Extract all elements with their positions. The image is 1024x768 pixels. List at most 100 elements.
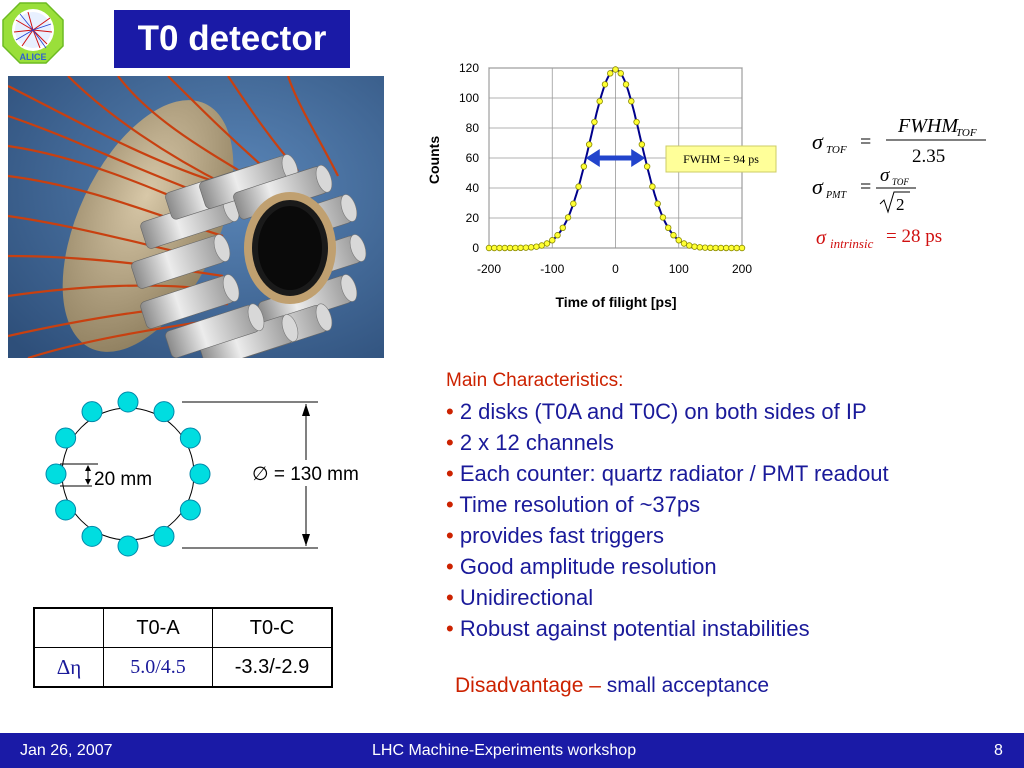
equals-sign-1: = bbox=[860, 131, 871, 153]
data-point bbox=[570, 200, 577, 207]
list-item: • Robust against potential instabilities bbox=[446, 616, 810, 641]
x-tick-label: -200 bbox=[477, 262, 501, 276]
data-point bbox=[612, 66, 619, 73]
data-point bbox=[543, 240, 551, 247]
table-cell-t0c: -3.3/-2.9 bbox=[212, 647, 333, 688]
data-point bbox=[675, 237, 682, 244]
counter-circle bbox=[55, 499, 77, 521]
data-point bbox=[517, 244, 524, 252]
fwhm-annotation: FWHM = 94 ps bbox=[665, 145, 777, 173]
tof-subscript: TOF bbox=[826, 144, 847, 156]
inner-diameter-value: 20 bbox=[94, 469, 115, 490]
table-header-empty bbox=[33, 607, 104, 648]
data-point bbox=[665, 224, 672, 232]
data-point bbox=[686, 242, 693, 249]
data-point bbox=[559, 224, 566, 232]
resolution-formulas: σ TOF = FWHM TOF 2.35 σ PMT = σ TOF 2 σ … bbox=[812, 115, 986, 251]
svg-text:20 mm: 20 mm bbox=[94, 469, 152, 490]
data-point bbox=[554, 232, 561, 239]
data-point bbox=[691, 243, 698, 250]
equals-sign-2: = bbox=[860, 176, 871, 198]
counter-circle bbox=[81, 401, 103, 423]
data-point bbox=[701, 244, 709, 251]
footer-date: Jan 26, 2007 bbox=[20, 742, 113, 759]
disadvantage-line: Disadvantage – small acceptance bbox=[455, 674, 769, 698]
data-point bbox=[717, 244, 725, 252]
denominator-235: 2.35 bbox=[912, 146, 945, 167]
data-point bbox=[738, 244, 746, 252]
counter-circle bbox=[153, 525, 175, 547]
fwhm-numerator: FWHM bbox=[897, 115, 959, 137]
data-point bbox=[649, 183, 656, 190]
footer-bar: Jan 26, 2007 LHC Machine-Experiments wor… bbox=[0, 733, 1024, 768]
characteristics-heading: Main Characteristics: bbox=[446, 370, 624, 391]
counter-circle bbox=[81, 525, 103, 547]
table-cell-t0a: 5.0/4.5 bbox=[103, 647, 213, 688]
counter-circle bbox=[55, 427, 77, 449]
data-point bbox=[506, 244, 514, 252]
y-tick-label: 60 bbox=[466, 151, 480, 165]
data-point bbox=[617, 70, 624, 77]
y-tick-label: 0 bbox=[472, 241, 479, 255]
tof-histogram: 0 20 40 60 80 100 120 -200 -100 0 100 200 FWHM = 9… bbox=[426, 61, 777, 310]
table-header-t0a: T0-A bbox=[103, 607, 213, 648]
fwhm-arrow bbox=[585, 149, 646, 167]
eta-coverage-table: T0-A T0-C Δη 5.0/4.5 -3.3/-2.9 bbox=[33, 607, 333, 688]
sigma-pmt-symbol: σ bbox=[812, 174, 824, 199]
alice-logo: ALICE bbox=[2, 2, 64, 64]
data-point bbox=[580, 163, 588, 170]
data-point bbox=[712, 244, 719, 252]
tof-subscript-2: TOF bbox=[892, 177, 909, 187]
x-tick-label: 200 bbox=[732, 262, 752, 276]
data-point bbox=[538, 242, 545, 249]
detector-photo bbox=[8, 76, 384, 358]
data-point bbox=[591, 118, 598, 126]
x-axis-label: Time of filight [ps] bbox=[555, 294, 676, 310]
table-row: Δη 5.0/4.5 -3.3/-2.9 bbox=[33, 647, 333, 688]
data-point bbox=[522, 244, 530, 251]
data-point bbox=[601, 81, 609, 88]
fwhm-label: FWHM = 94 ps bbox=[683, 152, 759, 166]
y-tick-label: 120 bbox=[459, 61, 479, 75]
counter-ring-diagram: ∅ = 130 mm 20 mm bbox=[45, 391, 372, 557]
counter-circle bbox=[45, 463, 67, 485]
list-item: • Each counter: quartz radiator / PMT re… bbox=[446, 461, 889, 486]
list-item: • 2 disks (T0A and T0C) on both sides of… bbox=[446, 399, 867, 424]
counter-circle bbox=[117, 391, 139, 413]
fwhm-tof-subscript: TOF bbox=[956, 127, 977, 139]
disadvantage-label: Disadvantage – bbox=[455, 674, 601, 697]
data-point bbox=[585, 141, 593, 148]
counter-circle bbox=[179, 427, 201, 449]
data-point bbox=[654, 200, 661, 207]
data-point bbox=[680, 240, 688, 247]
characteristics-list: • 2 disks (T0A and T0C) on both sides of… bbox=[446, 396, 889, 644]
data-point bbox=[722, 244, 730, 252]
x-tick-label: 100 bbox=[669, 262, 689, 276]
data-point bbox=[607, 70, 614, 77]
x-tick-label: 0 bbox=[612, 262, 619, 276]
data-point bbox=[696, 244, 704, 251]
y-tick-label: 80 bbox=[466, 121, 480, 135]
sigma-tof-symbol: σ bbox=[812, 129, 824, 154]
intrinsic-value: = 28 ps bbox=[886, 226, 942, 247]
data-point bbox=[728, 244, 735, 252]
data-point bbox=[533, 243, 540, 250]
table-row: T0-A T0-C bbox=[33, 607, 333, 648]
list-item: • Good amplitude resolution bbox=[446, 554, 717, 579]
logo-text: ALICE bbox=[20, 52, 47, 62]
sqrt-icon bbox=[879, 191, 910, 214]
counter-circle bbox=[179, 499, 201, 521]
slide-title: T0 detector bbox=[114, 10, 350, 68]
data-point bbox=[707, 244, 714, 252]
data-point bbox=[496, 244, 503, 252]
data-point bbox=[485, 244, 493, 252]
list-item: • 2 x 12 channels bbox=[446, 430, 614, 455]
data-point bbox=[491, 244, 498, 252]
list-item: • provides fast triggers bbox=[446, 523, 665, 548]
data-point bbox=[512, 244, 519, 252]
sigma-intrinsic-symbol: σ bbox=[816, 227, 827, 249]
x-tick-label: -100 bbox=[540, 262, 564, 276]
data-point bbox=[633, 118, 640, 126]
data-point bbox=[527, 244, 535, 251]
counter-circle bbox=[153, 401, 175, 423]
